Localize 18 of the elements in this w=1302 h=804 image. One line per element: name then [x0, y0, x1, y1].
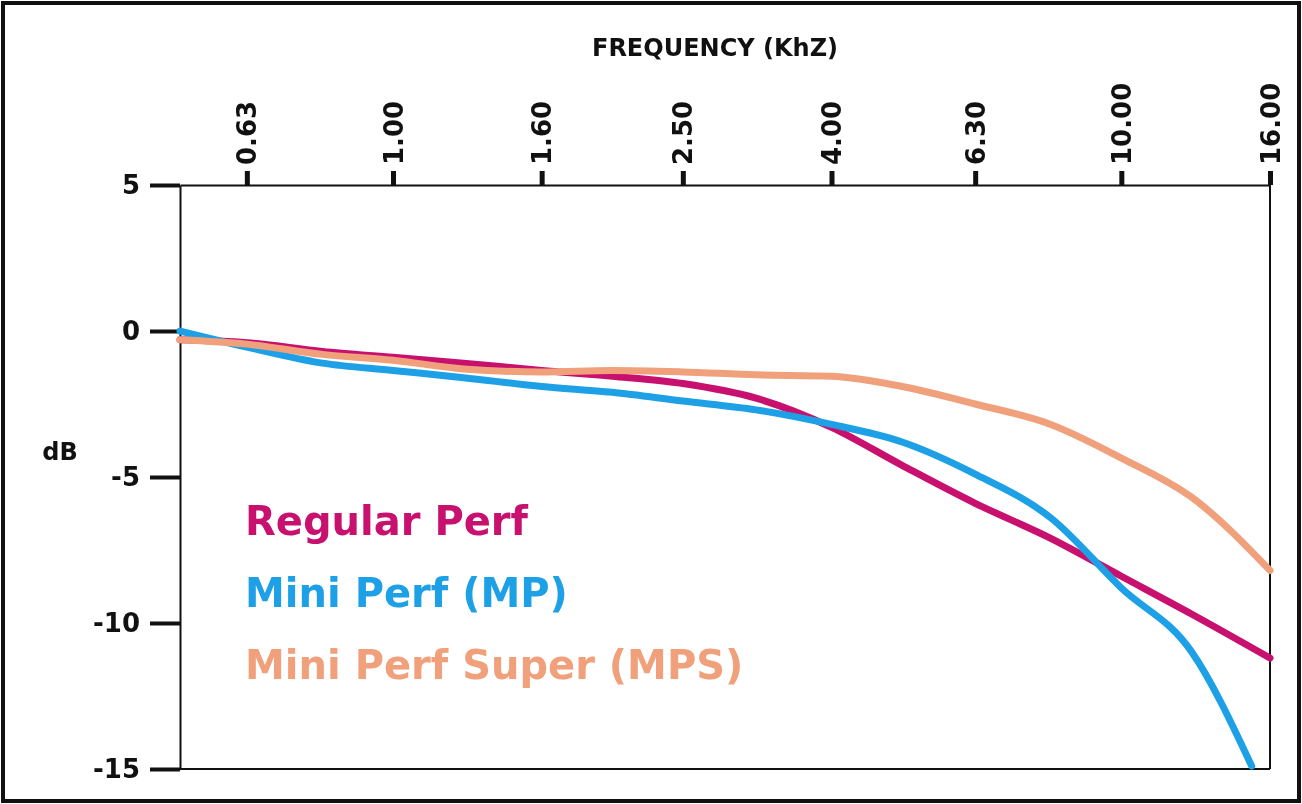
y-tick-label: -15 — [93, 753, 140, 784]
x-tick-label: 1.60 — [527, 100, 558, 165]
y-axis-title: dB — [42, 438, 78, 466]
y-tick-label: 5 — [121, 169, 140, 200]
text: Mini Perf Super (MPS) — [245, 642, 744, 688]
y-tick-label: 0 — [121, 315, 140, 346]
x-tick-label: 10.00 — [1106, 82, 1137, 165]
x-tick-label: 0.63 — [232, 100, 263, 165]
text: Regular Perf — [245, 498, 529, 544]
y-tick-label: -10 — [93, 607, 140, 638]
x-tick-label: 6.30 — [960, 100, 991, 165]
text: Mini Perf (MP) — [245, 570, 568, 616]
x-tick-label: 4.00 — [817, 100, 848, 165]
x-tick-label: 1.00 — [378, 100, 409, 165]
y-tick-label: -5 — [111, 461, 140, 492]
x-tick-label: 16.00 — [1255, 82, 1286, 165]
x-tick-label: 2.50 — [668, 100, 699, 165]
x-axis-title: FREQUENCY (KhZ) — [591, 34, 839, 62]
